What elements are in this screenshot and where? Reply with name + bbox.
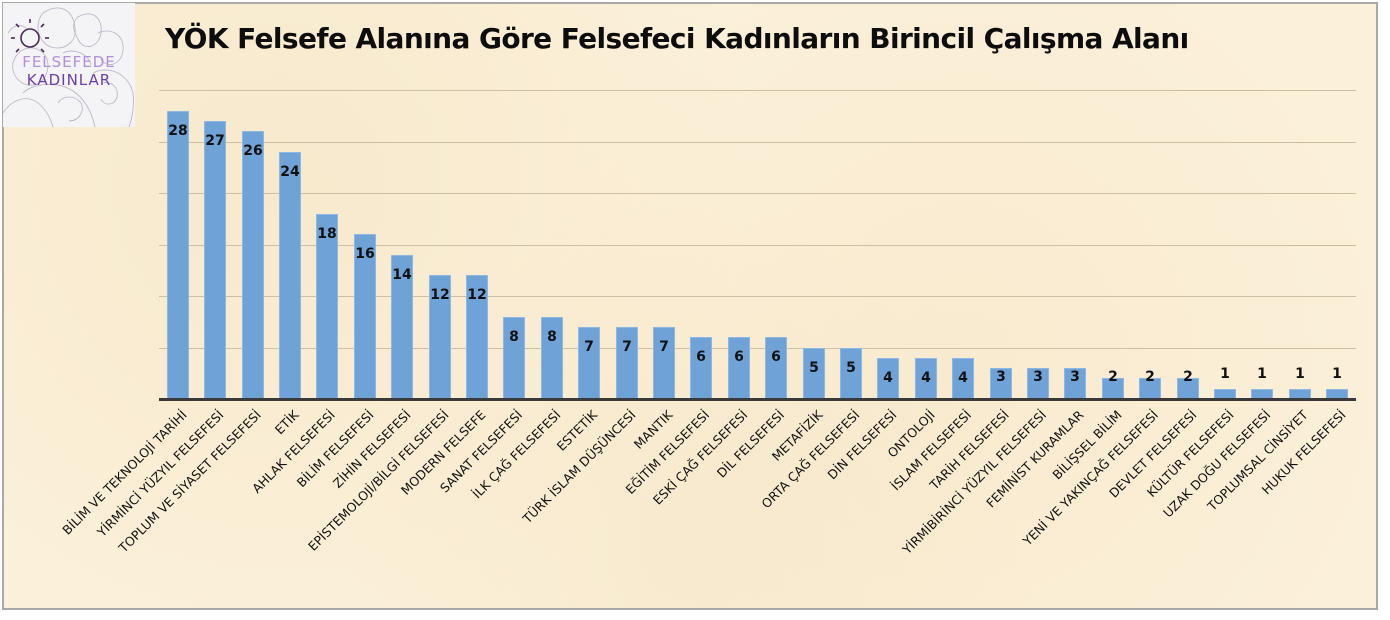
x-axis-label: TOPLUM VE SİYASET FELSEFESİ	[115, 407, 264, 556]
bar-value-label: 8	[509, 329, 519, 345]
x-axis-label: YENİ VE YAKINÇAĞ FELSEFESİ	[1019, 407, 1162, 549]
bar[interactable]	[803, 348, 825, 400]
bar[interactable]	[391, 255, 413, 399]
bar[interactable]	[952, 358, 974, 399]
bar-value-label: 1	[1295, 366, 1305, 382]
bar[interactable]	[1139, 378, 1161, 399]
bar[interactable]	[1064, 368, 1086, 399]
bar[interactable]	[877, 358, 899, 399]
bar[interactable]	[503, 317, 525, 399]
x-axis-label: DİL FELSEFESİ	[713, 407, 788, 481]
bar-value-label: 1	[1257, 366, 1267, 382]
gridline	[159, 348, 1356, 349]
bar[interactable]	[316, 214, 338, 399]
bar-value-label: 7	[622, 339, 632, 355]
gridline	[159, 193, 1356, 194]
bar[interactable]	[1251, 389, 1273, 399]
bar[interactable]	[1102, 378, 1124, 399]
bar-value-label: 7	[584, 339, 594, 355]
x-axis-label: ETİK	[271, 407, 302, 438]
logo-line-2: KADINLAR	[26, 71, 112, 89]
bar-value-label: 16	[355, 246, 375, 262]
logo-sketch-illustration	[3, 7, 134, 127]
bar-value-label: 18	[317, 226, 337, 242]
bar[interactable]	[765, 337, 787, 399]
bar[interactable]	[840, 348, 862, 400]
bar[interactable]	[990, 368, 1012, 399]
bar[interactable]	[915, 358, 937, 399]
bar-value-label: 6	[771, 349, 781, 365]
bar-value-label: 8	[547, 329, 557, 345]
bar[interactable]	[354, 234, 376, 399]
bar-value-label: 3	[1070, 369, 1080, 385]
bar[interactable]	[1027, 368, 1049, 399]
bar-value-label: 1	[1332, 366, 1342, 382]
bar-value-label: 5	[846, 360, 856, 376]
bar-value-label: 4	[921, 370, 931, 386]
x-axis-label: EPİSTEMOLOJİ/BİLGİ FELSEFESİ	[305, 407, 452, 554]
bar[interactable]	[1177, 378, 1199, 399]
bar[interactable]	[1326, 389, 1348, 399]
bar[interactable]	[204, 121, 226, 399]
bar[interactable]	[466, 275, 488, 399]
bar[interactable]	[279, 152, 301, 399]
bar[interactable]	[167, 111, 189, 399]
bar-value-label: 28	[168, 123, 188, 139]
gridline	[159, 90, 1356, 91]
chart-title: YÖK Felsefe Alanına Göre Felsefeci Kadın…	[165, 22, 1189, 55]
bar-value-label: 12	[467, 287, 487, 303]
logo: FELSEFEDE KADINLAR	[3, 3, 135, 127]
bar-value-label: 14	[392, 267, 412, 283]
gridline	[159, 142, 1356, 143]
bar-value-label: 6	[734, 349, 744, 365]
bar-value-label: 12	[430, 287, 450, 303]
chart-frame	[2, 2, 1378, 610]
bar[interactable]	[429, 275, 451, 399]
bar[interactable]	[1214, 389, 1236, 399]
bar[interactable]	[242, 131, 264, 399]
bar-value-label: 5	[809, 360, 819, 376]
bar[interactable]	[728, 337, 750, 399]
bar-value-label: 3	[996, 369, 1006, 385]
bar-value-label: 6	[696, 349, 706, 365]
bar[interactable]	[653, 327, 675, 399]
bar-value-label: 24	[280, 164, 300, 180]
bar[interactable]	[1289, 389, 1311, 399]
bar-value-label: 26	[243, 143, 263, 159]
sun-icon	[11, 19, 49, 53]
bar-value-label: 2	[1183, 369, 1193, 385]
bar-value-label: 4	[958, 370, 968, 386]
bar-value-label: 2	[1108, 369, 1118, 385]
gridline	[159, 245, 1356, 246]
logo-line-1: FELSEFEDE	[22, 53, 116, 71]
gridline	[159, 296, 1356, 297]
bar[interactable]	[690, 337, 712, 399]
x-axis-line	[159, 398, 1356, 401]
bar-value-label: 1	[1220, 366, 1230, 382]
bar-value-label: 2	[1145, 369, 1155, 385]
bar-value-label: 4	[883, 370, 893, 386]
bar[interactable]	[616, 327, 638, 399]
bar[interactable]	[541, 317, 563, 399]
bar[interactable]	[578, 327, 600, 399]
bar-value-label: 3	[1033, 369, 1043, 385]
bar-value-label: 7	[659, 339, 669, 355]
bar-value-label: 27	[205, 133, 225, 149]
